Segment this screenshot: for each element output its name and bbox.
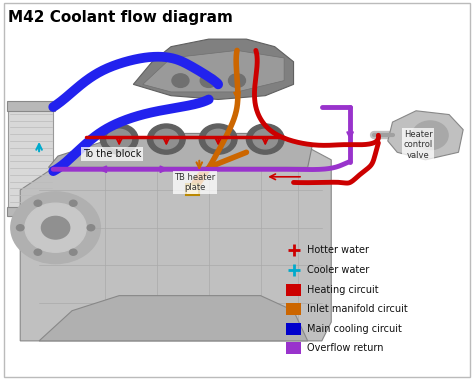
FancyBboxPatch shape	[9, 107, 53, 216]
Text: Hotter water: Hotter water	[307, 245, 369, 255]
Bar	[186, 184, 199, 195]
Circle shape	[11, 192, 100, 264]
Circle shape	[25, 203, 86, 252]
Circle shape	[253, 129, 277, 149]
Circle shape	[41, 216, 70, 239]
Circle shape	[70, 249, 77, 255]
Circle shape	[199, 124, 237, 154]
Bar	[7, 207, 55, 216]
Text: Overflow return: Overflow return	[307, 344, 383, 353]
Circle shape	[17, 225, 24, 231]
Circle shape	[246, 124, 284, 154]
Text: Cooler water: Cooler water	[307, 265, 369, 275]
Polygon shape	[388, 111, 463, 160]
Bar	[286, 342, 301, 355]
Circle shape	[154, 129, 179, 149]
Bar	[286, 303, 301, 315]
Circle shape	[87, 225, 95, 231]
Circle shape	[70, 200, 77, 206]
Circle shape	[34, 249, 42, 255]
Circle shape	[228, 74, 246, 87]
Circle shape	[172, 74, 189, 87]
Text: Heater
control
valve: Heater control valve	[404, 130, 433, 160]
Text: Inlet manifold circuit: Inlet manifold circuit	[307, 304, 408, 314]
Bar	[286, 283, 301, 296]
Circle shape	[34, 200, 42, 206]
Circle shape	[107, 129, 131, 149]
Polygon shape	[20, 137, 331, 341]
Circle shape	[200, 74, 217, 87]
Polygon shape	[48, 133, 312, 167]
Polygon shape	[39, 296, 308, 341]
Circle shape	[412, 121, 448, 150]
Text: M42 Coolant flow diagram: M42 Coolant flow diagram	[9, 10, 233, 25]
Text: To the block: To the block	[83, 149, 141, 159]
Text: Heating circuit: Heating circuit	[307, 285, 378, 294]
Polygon shape	[143, 51, 284, 92]
Polygon shape	[133, 39, 293, 100]
Circle shape	[100, 124, 138, 154]
Circle shape	[206, 129, 230, 149]
Circle shape	[147, 124, 185, 154]
Text: TB heater
plate: TB heater plate	[174, 173, 215, 192]
Text: Main cooling circuit: Main cooling circuit	[307, 324, 401, 334]
Bar	[7, 101, 55, 111]
Bar	[286, 323, 301, 335]
